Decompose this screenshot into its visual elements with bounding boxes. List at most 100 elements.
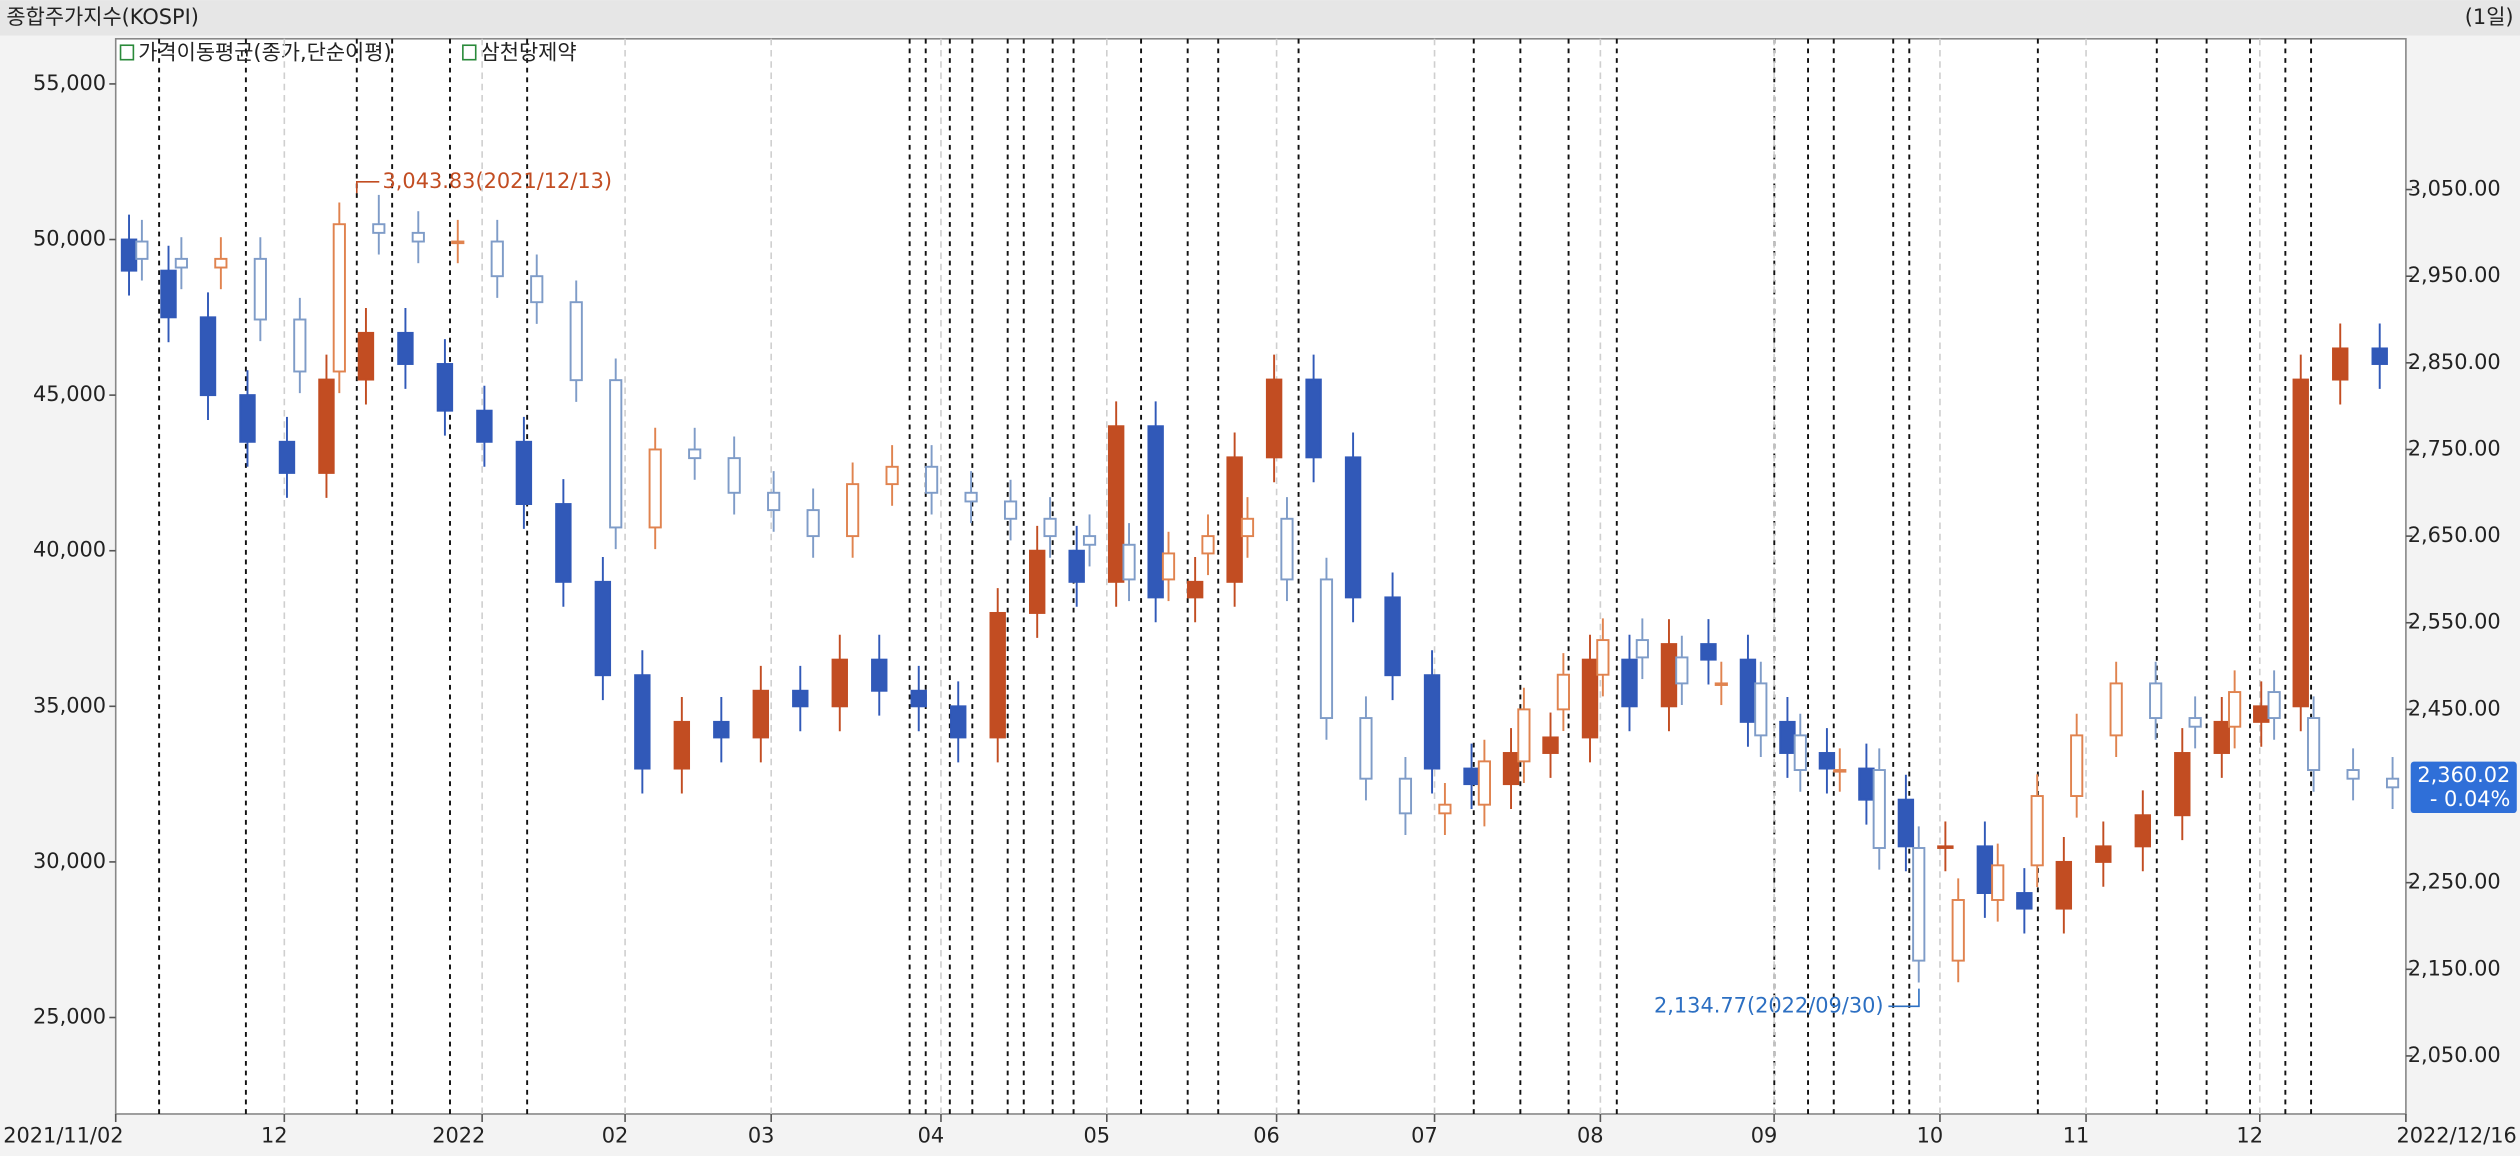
candle-body	[1122, 543, 1136, 581]
candle-body	[673, 720, 691, 770]
candle-body	[397, 331, 414, 365]
x-tick-label: 07	[1411, 1123, 1438, 1147]
candle-body	[871, 658, 888, 692]
candle-body	[1858, 767, 1875, 801]
candle-body	[688, 448, 702, 460]
last-price: 2,360.02	[2417, 763, 2510, 787]
y-tick-label: 25,000	[33, 1005, 106, 1029]
candle-body	[1319, 578, 1334, 720]
candle-body	[792, 689, 809, 708]
candle-body	[1517, 708, 1531, 763]
last-price-box	[2410, 761, 2517, 814]
annotation-arrow	[355, 181, 380, 194]
candle-body	[2307, 717, 2321, 771]
candle-body	[1754, 682, 1768, 737]
candle-body	[1280, 517, 1294, 581]
candle-body	[964, 491, 978, 503]
x-tick-label: 03	[748, 1123, 775, 1147]
candle-body	[1161, 552, 1176, 581]
y-tick-label: 45,000	[33, 382, 106, 406]
candle-body	[713, 720, 730, 739]
candle-body	[1581, 658, 1599, 739]
annotation: 2,134.77(2022/09/30)	[1654, 993, 1884, 1017]
candle-body	[2332, 347, 2349, 381]
candle-body	[135, 240, 149, 260]
candle-body	[1714, 682, 1728, 686]
y2-tick-label: 3,050.00	[2408, 177, 2501, 201]
x-tick-label: 11	[2063, 1123, 2090, 1147]
x-tick-label: 2022/12/16	[2396, 1123, 2516, 1147]
candle-body	[1818, 752, 1836, 770]
candle-body	[214, 257, 228, 269]
candle-body	[648, 448, 662, 529]
candle-body	[1384, 596, 1401, 677]
x-tick-label: 12	[261, 1123, 288, 1147]
candle-body	[1344, 456, 1362, 599]
x-tick-label: 08	[1577, 1123, 1604, 1147]
candle-body	[174, 257, 188, 269]
candle-body	[1937, 845, 1954, 849]
y-tick-label: 35,000	[33, 693, 106, 717]
candle-body	[2134, 814, 2152, 848]
candle-body	[925, 465, 939, 494]
legend-label: 삼천당제약	[481, 40, 577, 64]
candle-body	[1359, 717, 1373, 780]
y2-tick-label: 2,450.00	[2408, 696, 2501, 720]
candle-body	[278, 440, 296, 474]
candle-body	[253, 257, 267, 321]
candle-body	[2228, 691, 2242, 728]
title-bar	[0, 0, 2520, 36]
period: (1일)	[2465, 5, 2514, 29]
y2-tick-label: 2,950.00	[2408, 263, 2501, 287]
candle-body	[2109, 682, 2123, 737]
candle-body	[2385, 777, 2400, 789]
candle-body	[1739, 658, 1757, 723]
candle-body	[2188, 717, 2202, 728]
candle-body	[357, 331, 375, 381]
candle-body	[1793, 734, 1807, 771]
candle-body	[318, 378, 335, 474]
x-tick-label: 06	[1253, 1123, 1280, 1147]
y2-tick-label: 2,250.00	[2408, 870, 2501, 894]
candle-body	[1107, 425, 1125, 583]
candle-body	[1700, 643, 1717, 661]
candle-body	[1912, 847, 1926, 962]
candle-body	[1423, 674, 1441, 770]
annotation-arrow	[1888, 988, 1920, 1008]
legend-icon	[462, 44, 477, 61]
candle-body	[530, 275, 544, 304]
candle-body	[1147, 425, 1164, 599]
candle-body	[767, 491, 781, 512]
candle-body	[1833, 769, 1847, 773]
y2-tick-label: 2,850.00	[2408, 350, 2501, 374]
candle-body	[950, 705, 967, 739]
candle-body	[2267, 691, 2281, 720]
candle-body	[1398, 777, 1413, 815]
candle-body	[1779, 720, 1796, 754]
y-tick-label: 55,000	[33, 71, 106, 95]
candle-body	[1675, 656, 1689, 685]
annotation: 3,043.83(2021/12/13)	[383, 169, 613, 193]
candle-body	[1463, 767, 1480, 786]
candle-body	[1186, 580, 1204, 599]
y2-tick-label: 2,150.00	[2408, 956, 2501, 980]
candle-body	[634, 674, 651, 770]
candle-body	[1542, 736, 1559, 754]
candle-body	[1226, 456, 1243, 583]
y2-tick-label: 2,550.00	[2408, 610, 2501, 634]
candle-body	[372, 223, 386, 234]
candle-body	[910, 689, 927, 708]
candle-body	[1502, 752, 1520, 786]
x-tick-label: 05	[1083, 1123, 1110, 1147]
candle-body	[1043, 517, 1057, 538]
candle-body	[1265, 378, 1283, 459]
candle-body	[1897, 798, 1915, 848]
candle-body	[1477, 760, 1491, 806]
candle-body	[411, 231, 425, 243]
candle-body	[2070, 734, 2084, 797]
candle-body	[569, 301, 583, 382]
candle-body	[332, 223, 346, 373]
x-tick-label: 12	[2236, 1123, 2263, 1147]
candle-body	[806, 509, 820, 538]
